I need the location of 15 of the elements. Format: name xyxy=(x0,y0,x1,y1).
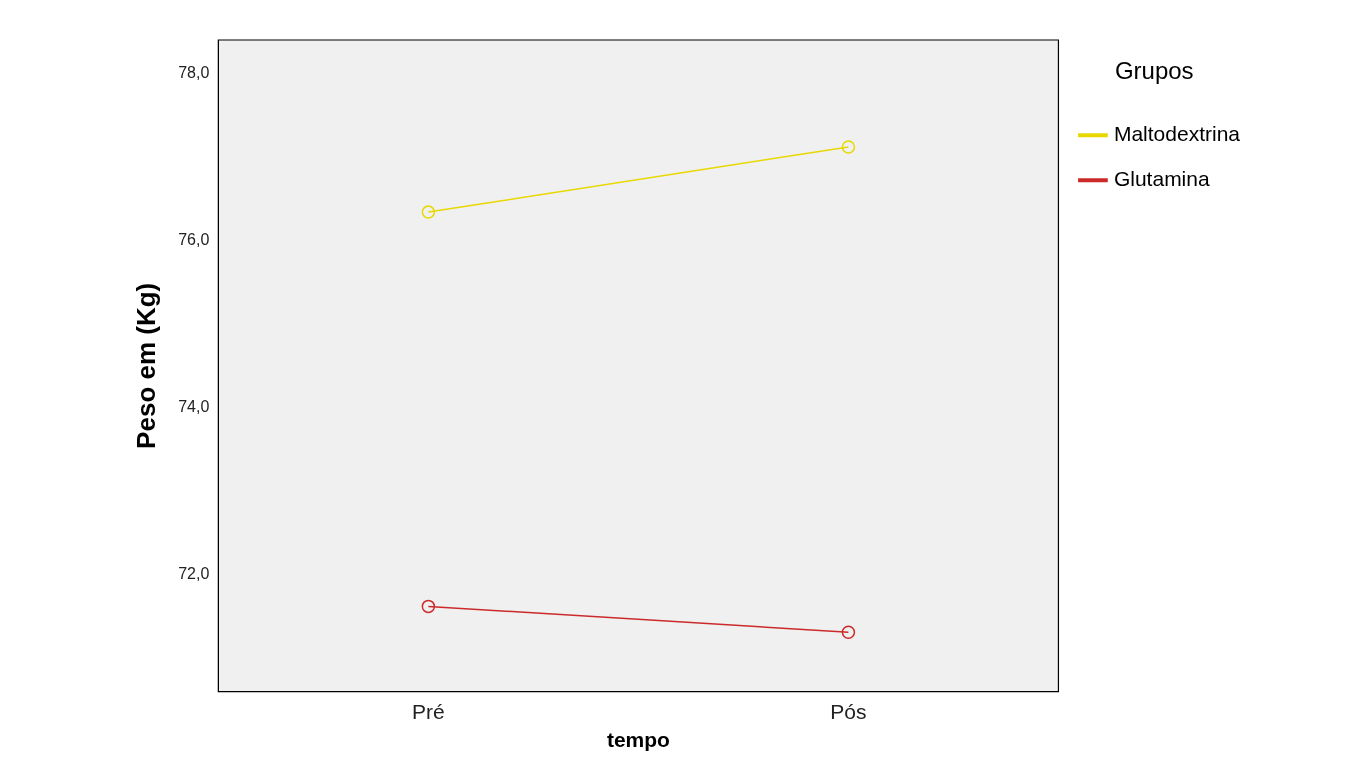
legend-label: Glutamina xyxy=(1113,167,1210,191)
y-tick-label: 76,0 xyxy=(178,230,210,248)
y-tick-label: 74,0 xyxy=(178,397,210,415)
point xyxy=(421,205,436,219)
point xyxy=(841,140,856,154)
y-tick-label: 78,0 xyxy=(178,63,210,81)
y-tick-label: 72,0 xyxy=(178,565,210,583)
y-axis-title: Peso em (Kg) xyxy=(130,282,161,449)
point xyxy=(421,599,436,614)
x-axis-title: tempo xyxy=(606,728,670,752)
legend-title: Grupos xyxy=(1114,56,1194,84)
x-tick-label: Pós xyxy=(830,700,867,723)
x-tick-label: Pré xyxy=(412,700,445,723)
legend-label: Maltodextrina xyxy=(1113,122,1241,146)
point xyxy=(841,625,856,640)
